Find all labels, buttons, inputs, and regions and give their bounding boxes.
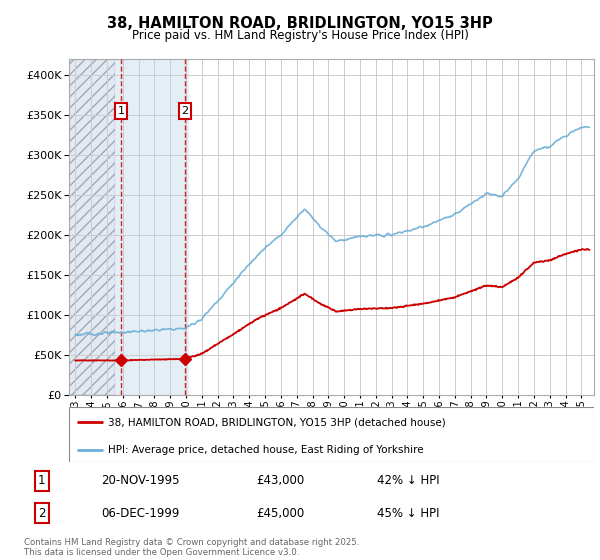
Text: 1: 1	[118, 106, 125, 116]
Text: 38, HAMILTON ROAD, BRIDLINGTON, YO15 3HP (detached house): 38, HAMILTON ROAD, BRIDLINGTON, YO15 3HP…	[109, 418, 446, 427]
Text: £43,000: £43,000	[256, 474, 304, 487]
Text: 38, HAMILTON ROAD, BRIDLINGTON, YO15 3HP: 38, HAMILTON ROAD, BRIDLINGTON, YO15 3HP	[107, 16, 493, 31]
Text: 2: 2	[181, 106, 188, 116]
Text: 06-DEC-1999: 06-DEC-1999	[101, 507, 179, 520]
Text: Price paid vs. HM Land Registry's House Price Index (HPI): Price paid vs. HM Land Registry's House …	[131, 29, 469, 42]
Text: Contains HM Land Registry data © Crown copyright and database right 2025.
This d: Contains HM Land Registry data © Crown c…	[24, 538, 359, 557]
FancyBboxPatch shape	[69, 407, 594, 462]
Text: 45% ↓ HPI: 45% ↓ HPI	[377, 507, 440, 520]
Text: 42% ↓ HPI: 42% ↓ HPI	[377, 474, 440, 487]
Text: 1: 1	[38, 474, 46, 487]
Text: 2: 2	[38, 507, 46, 520]
Text: 20-NOV-1995: 20-NOV-1995	[101, 474, 180, 487]
Text: HPI: Average price, detached house, East Riding of Yorkshire: HPI: Average price, detached house, East…	[109, 445, 424, 455]
Text: £45,000: £45,000	[256, 507, 304, 520]
